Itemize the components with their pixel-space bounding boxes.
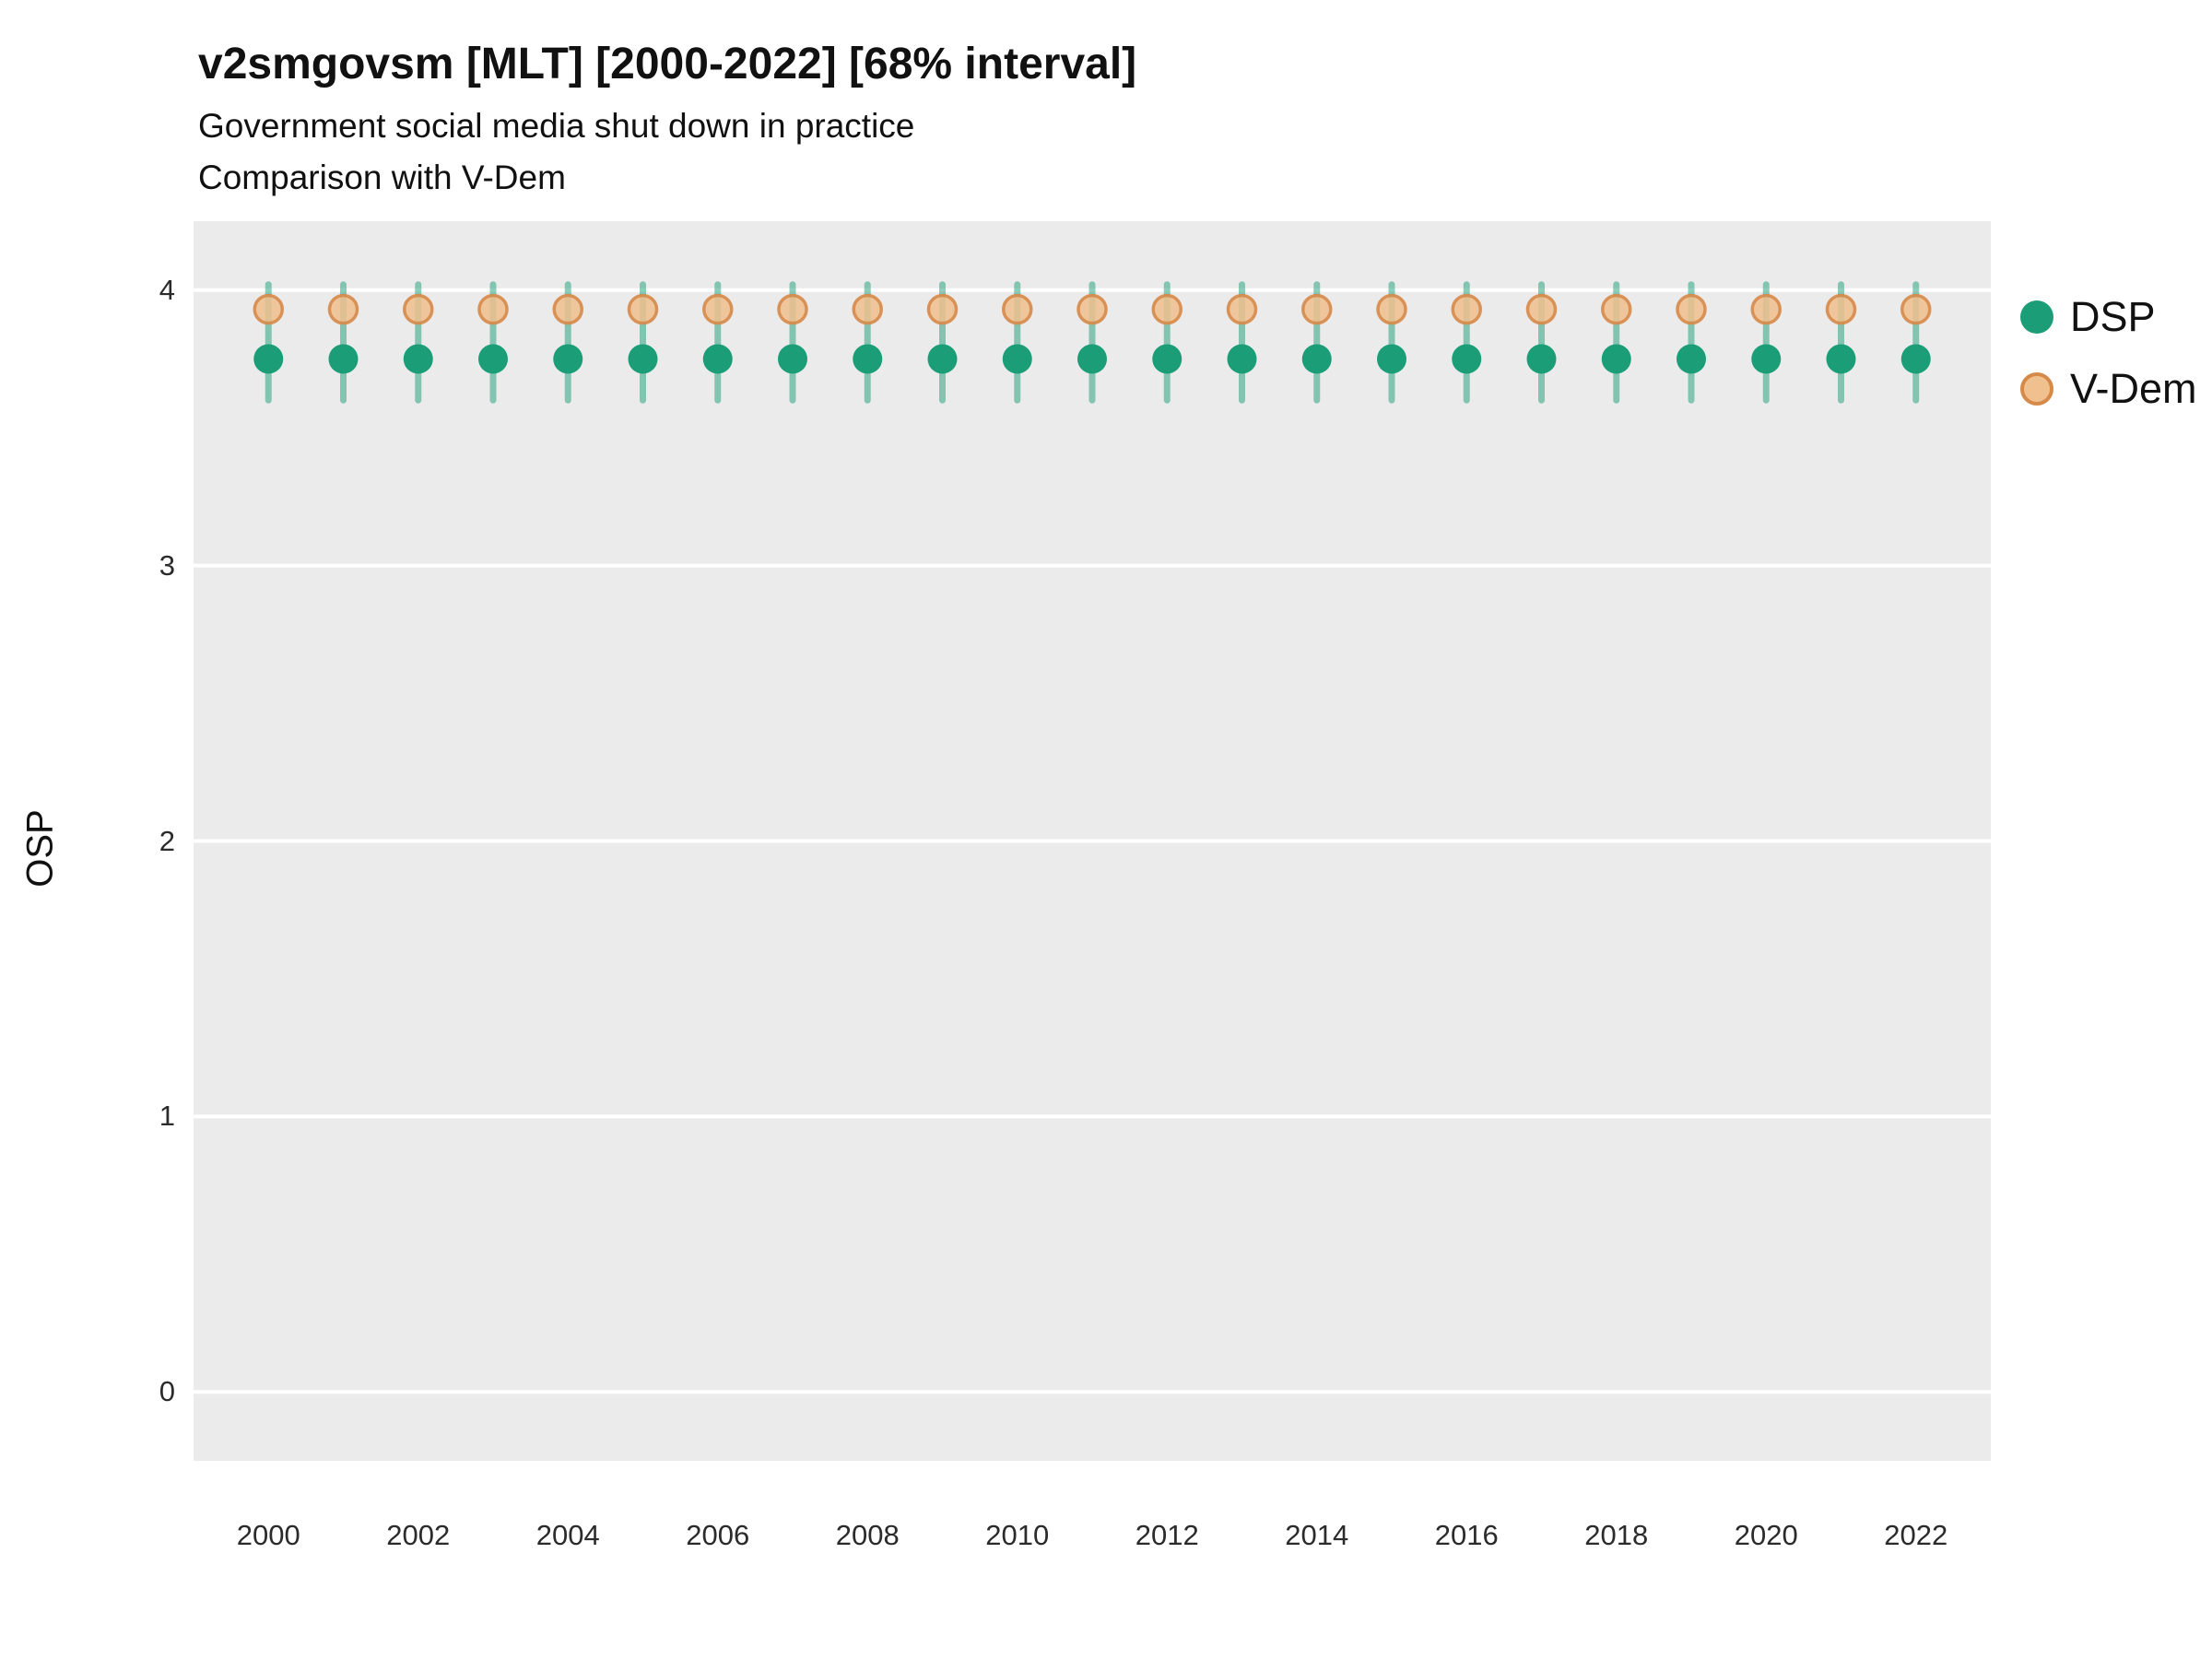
vdem-point (1301, 293, 1333, 325)
x-tick-label: 2016 (1434, 1519, 1499, 1551)
dsp-point (853, 344, 883, 374)
dsp-point (927, 344, 958, 374)
vdem-point (1525, 293, 1558, 325)
chart-subtitle-comparison: Comparison with V-Dem (198, 159, 566, 196)
legend-label: V-Dem (2070, 365, 2197, 412)
dsp-point (1601, 344, 1631, 374)
x-tick-label: 2022 (1884, 1519, 1948, 1551)
x-tick-label: 2004 (535, 1519, 600, 1551)
y-tick-label: 3 (159, 548, 175, 582)
dsp-point (1301, 344, 1332, 374)
dsp-point (328, 344, 359, 374)
y-tick-label: 1 (159, 1100, 175, 1133)
dsp-point (553, 344, 583, 374)
legend-swatch-dsp (2020, 300, 2053, 334)
y-axis-title: OSP (19, 808, 61, 888)
vdem-point (1451, 293, 1482, 325)
plot-panel (194, 221, 1991, 1461)
vdem-point (1077, 293, 1108, 325)
vdem-point (852, 293, 883, 325)
x-tick-label: 2008 (835, 1519, 900, 1551)
y-tick-label: 4 (159, 273, 175, 306)
vdem-point (1676, 293, 1707, 325)
dsp-point (1452, 344, 1482, 374)
vdem-point (253, 293, 284, 325)
vdem-point (552, 293, 583, 325)
vdem-point (1226, 293, 1258, 325)
legend-item-vdem: V-Dem (2020, 365, 2197, 413)
vdem-point (403, 293, 434, 325)
dsp-point (1677, 344, 1706, 374)
dsp-point (1900, 344, 1931, 374)
legend: DSP V-Dem (2020, 293, 2197, 413)
x-tick-label: 2002 (386, 1519, 451, 1551)
dsp-point (702, 344, 733, 374)
x-tick-label: 2012 (1135, 1519, 1199, 1551)
dsp-point (1077, 344, 1107, 374)
x-tick-label: 2020 (1734, 1519, 1798, 1551)
dsp-point (1826, 344, 1856, 374)
vdem-point (702, 293, 734, 325)
vdem-point (1601, 293, 1632, 325)
vdem-point (627, 293, 659, 325)
x-tick-label: 2010 (985, 1519, 1050, 1551)
vdem-point (327, 293, 359, 325)
legend-swatch-vdem (2020, 372, 2053, 406)
x-tick-label: 2018 (1584, 1519, 1649, 1551)
dsp-point (1526, 344, 1557, 374)
vdem-point (477, 293, 509, 325)
dsp-point (1227, 344, 1257, 374)
dsp-point (478, 344, 508, 374)
dsp-point (628, 344, 658, 374)
dsp-point (253, 344, 284, 374)
chart-title: v2smgovsm [MLT] [2000-2022] [68% interva… (198, 40, 1137, 88)
plot-canvas (194, 281, 1991, 1394)
legend-label: DSP (2070, 293, 2156, 340)
x-tick-label: 2014 (1285, 1519, 1349, 1551)
dsp-point (778, 344, 807, 374)
vdem-point (1002, 293, 1033, 325)
dsp-point (1377, 344, 1406, 374)
vdem-point (1750, 293, 1782, 325)
vdem-point (777, 293, 808, 325)
vdem-point (1825, 293, 1857, 325)
vdem-point (926, 293, 959, 325)
legend-item-dsp: DSP (2020, 293, 2197, 341)
vdem-point (1376, 293, 1407, 325)
dsp-point (403, 344, 433, 374)
vdem-point (1900, 293, 1932, 325)
y-tick-label: 2 (159, 824, 175, 857)
dsp-point (1002, 344, 1032, 374)
dsp-point (1152, 344, 1182, 374)
x-tick-label: 2006 (686, 1519, 750, 1551)
vdem-point (1151, 293, 1182, 325)
x-tick-label: 2000 (236, 1519, 300, 1551)
chart-subtitle: Government social media shut down in pra… (198, 107, 915, 145)
y-tick-label: 0 (159, 1375, 175, 1408)
dsp-point (1751, 344, 1782, 374)
